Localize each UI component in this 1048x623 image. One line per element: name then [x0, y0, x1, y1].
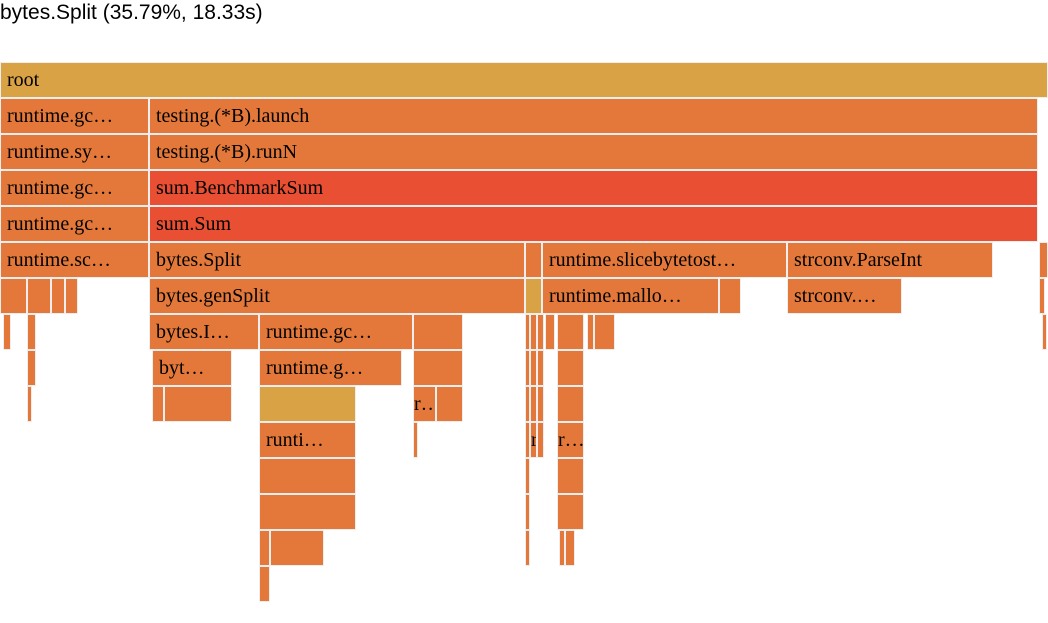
flame-frame[interactable] — [525, 530, 530, 566]
flame-frame[interactable]: runtime.gc… — [259, 314, 413, 350]
flame-frame[interactable] — [587, 314, 594, 350]
flame-frame[interactable] — [559, 530, 565, 566]
flame-frame[interactable] — [525, 422, 530, 458]
flame-frame[interactable]: bytes.I… — [149, 314, 259, 350]
flame-frame[interactable]: runti… — [557, 422, 584, 458]
flame-frame[interactable] — [594, 314, 615, 350]
flame-frame[interactable] — [27, 314, 36, 350]
flame-frame[interactable] — [537, 314, 544, 350]
flame-frame[interactable] — [164, 386, 232, 422]
flame-frame[interactable] — [65, 278, 78, 314]
flame-frame[interactable] — [530, 386, 537, 422]
flame-frame[interactable] — [3, 314, 11, 350]
flame-frame[interactable] — [525, 458, 530, 494]
flame-frame[interactable]: runti… — [530, 422, 537, 458]
flame-frame[interactable] — [1039, 278, 1045, 314]
flame-frame[interactable]: runtime.sy… — [0, 134, 149, 170]
flame-frame[interactable]: runti… — [259, 422, 356, 458]
flame-frame[interactable] — [0, 278, 27, 314]
flame-frame[interactable] — [27, 278, 51, 314]
flame-frame[interactable] — [565, 530, 575, 566]
flame-frame[interactable]: runtime.slicebytetost… — [542, 242, 787, 278]
flame-frame[interactable] — [259, 458, 356, 494]
flame-frame[interactable]: runti… — [413, 386, 436, 422]
flame-frame[interactable] — [1039, 242, 1048, 278]
flame-frame[interactable] — [537, 350, 544, 386]
flame-frame[interactable] — [525, 350, 530, 386]
flame-frame[interactable]: testing.(*B).runN — [149, 134, 1038, 170]
flame-frame[interactable] — [152, 386, 164, 422]
flame-frame[interactable]: sum.Sum — [149, 206, 1038, 242]
flame-frame[interactable]: testing.(*B).launch — [149, 98, 1038, 134]
flame-frame[interactable] — [719, 278, 741, 314]
flame-frame[interactable] — [1042, 314, 1047, 350]
flame-frame[interactable] — [259, 530, 270, 566]
flame-frame[interactable] — [537, 422, 544, 458]
flame-frame[interactable] — [27, 350, 36, 386]
flame-frame[interactable] — [259, 494, 356, 530]
flame-frame[interactable]: strconv.ParseInt — [787, 242, 993, 278]
flame-frame[interactable] — [557, 386, 584, 422]
flame-frame[interactable] — [537, 386, 544, 422]
flame-frame[interactable] — [557, 314, 584, 350]
flame-frame[interactable]: strconv.… — [787, 278, 902, 314]
flame-frame[interactable] — [557, 350, 584, 386]
flame-frame[interactable]: root — [0, 62, 1048, 98]
flame-frame[interactable] — [530, 350, 537, 386]
flame-frame[interactable] — [525, 494, 530, 530]
flame-frame[interactable]: sum.BenchmarkSum — [149, 170, 1038, 206]
flame-frame[interactable] — [525, 278, 542, 314]
flame-frame[interactable]: bytes.Split — [149, 242, 525, 278]
flame-frame[interactable] — [413, 422, 418, 458]
flame-frame[interactable]: runtime.gc… — [0, 98, 149, 134]
flame-frame[interactable] — [27, 386, 32, 422]
flame-frame[interactable] — [530, 314, 537, 350]
flame-frame[interactable] — [259, 386, 356, 422]
flame-frame[interactable] — [413, 314, 463, 350]
flame-frame[interactable] — [51, 278, 65, 314]
flame-frame[interactable] — [270, 530, 324, 566]
flame-frame[interactable] — [557, 494, 584, 530]
flame-frame[interactable]: runtime.sc… — [0, 242, 149, 278]
flame-frame[interactable] — [413, 350, 463, 386]
flame-frame[interactable] — [525, 314, 530, 350]
flame-frame[interactable]: runtime.mallo… — [542, 278, 719, 314]
flame-frame[interactable] — [545, 314, 555, 350]
flame-frame[interactable]: runtime.gc… — [0, 170, 149, 206]
flame-frame[interactable]: runtime.g… — [259, 350, 402, 386]
flame-frame[interactable] — [557, 458, 584, 494]
details-text: bytes.Split (35.79%, 18.33s) — [0, 1, 263, 24]
flame-frame[interactable] — [436, 386, 463, 422]
flame-frame[interactable]: byt… — [152, 350, 232, 386]
flame-frame[interactable] — [525, 386, 530, 422]
flame-frame[interactable] — [525, 242, 542, 278]
flame-frame[interactable] — [259, 566, 270, 602]
flame-frame[interactable]: bytes.genSplit — [149, 278, 525, 314]
flame-frame[interactable]: runtime.gc… — [0, 206, 149, 242]
